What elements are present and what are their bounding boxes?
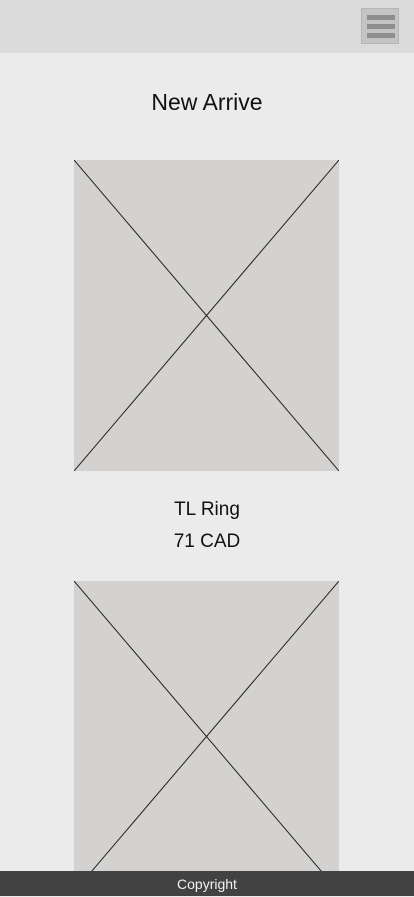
product-name[interactable]: TL Ring (174, 499, 240, 520)
top-bar (0, 0, 414, 53)
hamburger-menu-icon (367, 33, 395, 38)
product-price: 71 CAD (173, 531, 241, 552)
image-placeholder-icon (74, 581, 339, 892)
footer-copyright: Copyright (0, 871, 414, 896)
hamburger-menu-icon (367, 15, 395, 20)
product-image-placeholder[interactable] (74, 581, 339, 892)
product-image-placeholder[interactable] (74, 160, 339, 471)
hamburger-menu-icon (367, 24, 395, 29)
menu-button[interactable] (361, 8, 399, 44)
page-title: New Arrive (151, 89, 263, 115)
image-placeholder-icon (74, 160, 339, 471)
